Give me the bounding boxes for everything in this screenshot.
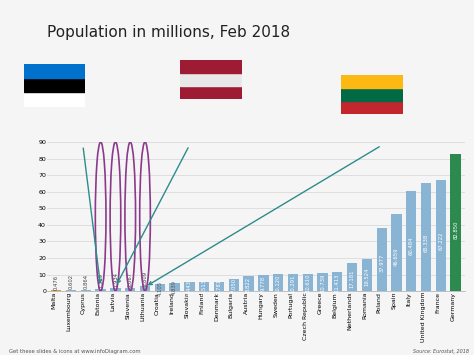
Text: 17.181: 17.181: [350, 269, 355, 288]
Text: 67.222: 67.222: [438, 232, 443, 250]
Bar: [125, 288, 136, 291]
Bar: [24, 92, 85, 106]
Text: 10.120: 10.120: [276, 274, 281, 293]
Bar: [24, 78, 85, 92]
Bar: [66, 290, 76, 291]
Text: Source: Eurostat, 2018: Source: Eurostat, 2018: [413, 349, 469, 354]
Bar: [450, 154, 461, 291]
Bar: [341, 100, 403, 114]
Bar: [95, 289, 106, 291]
Bar: [436, 180, 446, 291]
Text: 82.850: 82.850: [453, 220, 458, 239]
Bar: [332, 272, 343, 291]
Text: 2.067: 2.067: [128, 272, 133, 287]
Bar: [302, 273, 313, 291]
Bar: [341, 88, 403, 100]
Text: 7.050: 7.050: [231, 278, 236, 293]
Text: 5.513: 5.513: [202, 279, 207, 295]
Text: 19.524: 19.524: [365, 267, 369, 286]
Bar: [51, 290, 62, 291]
Text: 11.413: 11.413: [335, 273, 340, 292]
Text: 5.781: 5.781: [217, 279, 221, 294]
Text: 46.659: 46.659: [394, 247, 399, 266]
Bar: [199, 282, 210, 291]
Text: 2.809: 2.809: [143, 271, 147, 286]
Text: 0.602: 0.602: [69, 274, 73, 289]
Bar: [180, 73, 242, 86]
Text: 0.476: 0.476: [54, 274, 59, 290]
Bar: [258, 275, 269, 291]
Text: Get these slides & icons at www.infoDiagram.com: Get these slides & icons at www.infoDiag…: [9, 349, 141, 354]
Bar: [180, 86, 242, 99]
Text: 1.934: 1.934: [113, 272, 118, 287]
Text: 4.105: 4.105: [157, 280, 162, 296]
Text: Population in millions, Feb 2018: Population in millions, Feb 2018: [47, 25, 291, 40]
Bar: [184, 282, 194, 291]
Bar: [341, 75, 403, 88]
Bar: [228, 279, 239, 291]
Bar: [155, 284, 165, 291]
Bar: [421, 183, 431, 291]
Bar: [318, 273, 328, 291]
Bar: [376, 228, 387, 291]
Bar: [273, 274, 283, 291]
Bar: [406, 191, 417, 291]
Bar: [169, 283, 180, 291]
Bar: [110, 288, 120, 291]
Bar: [347, 263, 357, 291]
Text: 37.977: 37.977: [379, 253, 384, 272]
Text: 1.319: 1.319: [98, 273, 103, 288]
Bar: [180, 60, 242, 73]
Bar: [81, 290, 91, 291]
Text: 10.291: 10.291: [291, 274, 295, 293]
Bar: [140, 286, 150, 291]
Bar: [288, 274, 298, 291]
Text: 10.610: 10.610: [305, 274, 310, 293]
Bar: [214, 282, 224, 291]
Bar: [24, 64, 85, 78]
Text: 60.484: 60.484: [409, 237, 414, 255]
Bar: [243, 277, 254, 291]
Text: 4.839: 4.839: [172, 280, 177, 295]
Text: 5.443: 5.443: [187, 279, 192, 295]
Text: 9.778: 9.778: [261, 276, 266, 291]
Bar: [392, 214, 401, 291]
Text: 0.864: 0.864: [83, 274, 88, 289]
Text: 65.338: 65.338: [424, 233, 428, 251]
Text: 10.739: 10.739: [320, 274, 325, 292]
Bar: [362, 259, 372, 291]
Text: 8.822: 8.822: [246, 277, 251, 292]
